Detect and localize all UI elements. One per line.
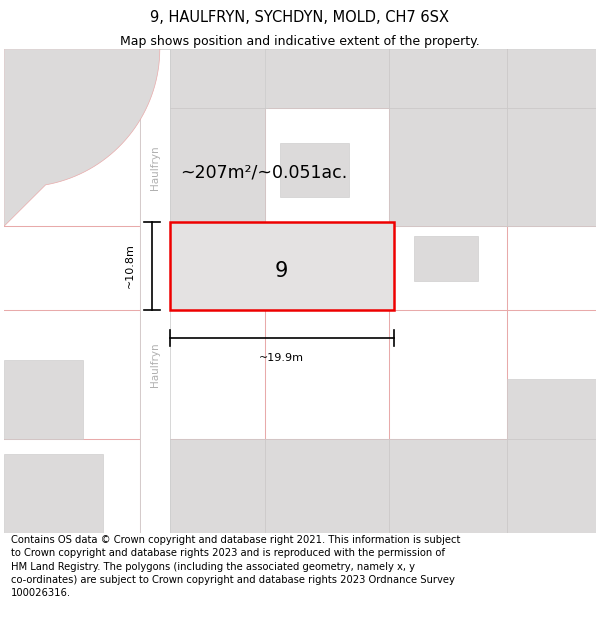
- Bar: [508, 379, 596, 439]
- Text: Haulfryn: Haulfryn: [150, 145, 160, 189]
- Polygon shape: [4, 49, 160, 226]
- Text: 9, HAULFRYN, SYCHDYN, MOLD, CH7 6SX: 9, HAULFRYN, SYCHDYN, MOLD, CH7 6SX: [151, 10, 449, 25]
- Bar: [280, 142, 349, 197]
- Bar: [508, 49, 596, 108]
- Bar: [170, 49, 268, 108]
- Text: Contains OS data © Crown copyright and database right 2021. This information is : Contains OS data © Crown copyright and d…: [11, 535, 460, 598]
- Bar: [389, 108, 508, 226]
- Bar: [389, 49, 508, 108]
- Text: ~10.8m: ~10.8m: [125, 244, 135, 288]
- Bar: [4, 454, 103, 532]
- Bar: [140, 49, 170, 532]
- Text: 9: 9: [275, 261, 289, 281]
- Text: ~207m²/~0.051ac.: ~207m²/~0.051ac.: [180, 163, 347, 181]
- Bar: [508, 439, 596, 532]
- Bar: [4, 360, 83, 439]
- Bar: [389, 439, 508, 532]
- Bar: [265, 49, 389, 108]
- Bar: [170, 108, 265, 226]
- Bar: [413, 236, 478, 281]
- Bar: [170, 221, 394, 311]
- Bar: [170, 439, 265, 532]
- Bar: [508, 108, 596, 226]
- Bar: [265, 439, 389, 532]
- Text: ~19.9m: ~19.9m: [259, 352, 304, 362]
- Text: Map shows position and indicative extent of the property.: Map shows position and indicative extent…: [120, 35, 480, 48]
- Text: Haulfryn: Haulfryn: [150, 342, 160, 387]
